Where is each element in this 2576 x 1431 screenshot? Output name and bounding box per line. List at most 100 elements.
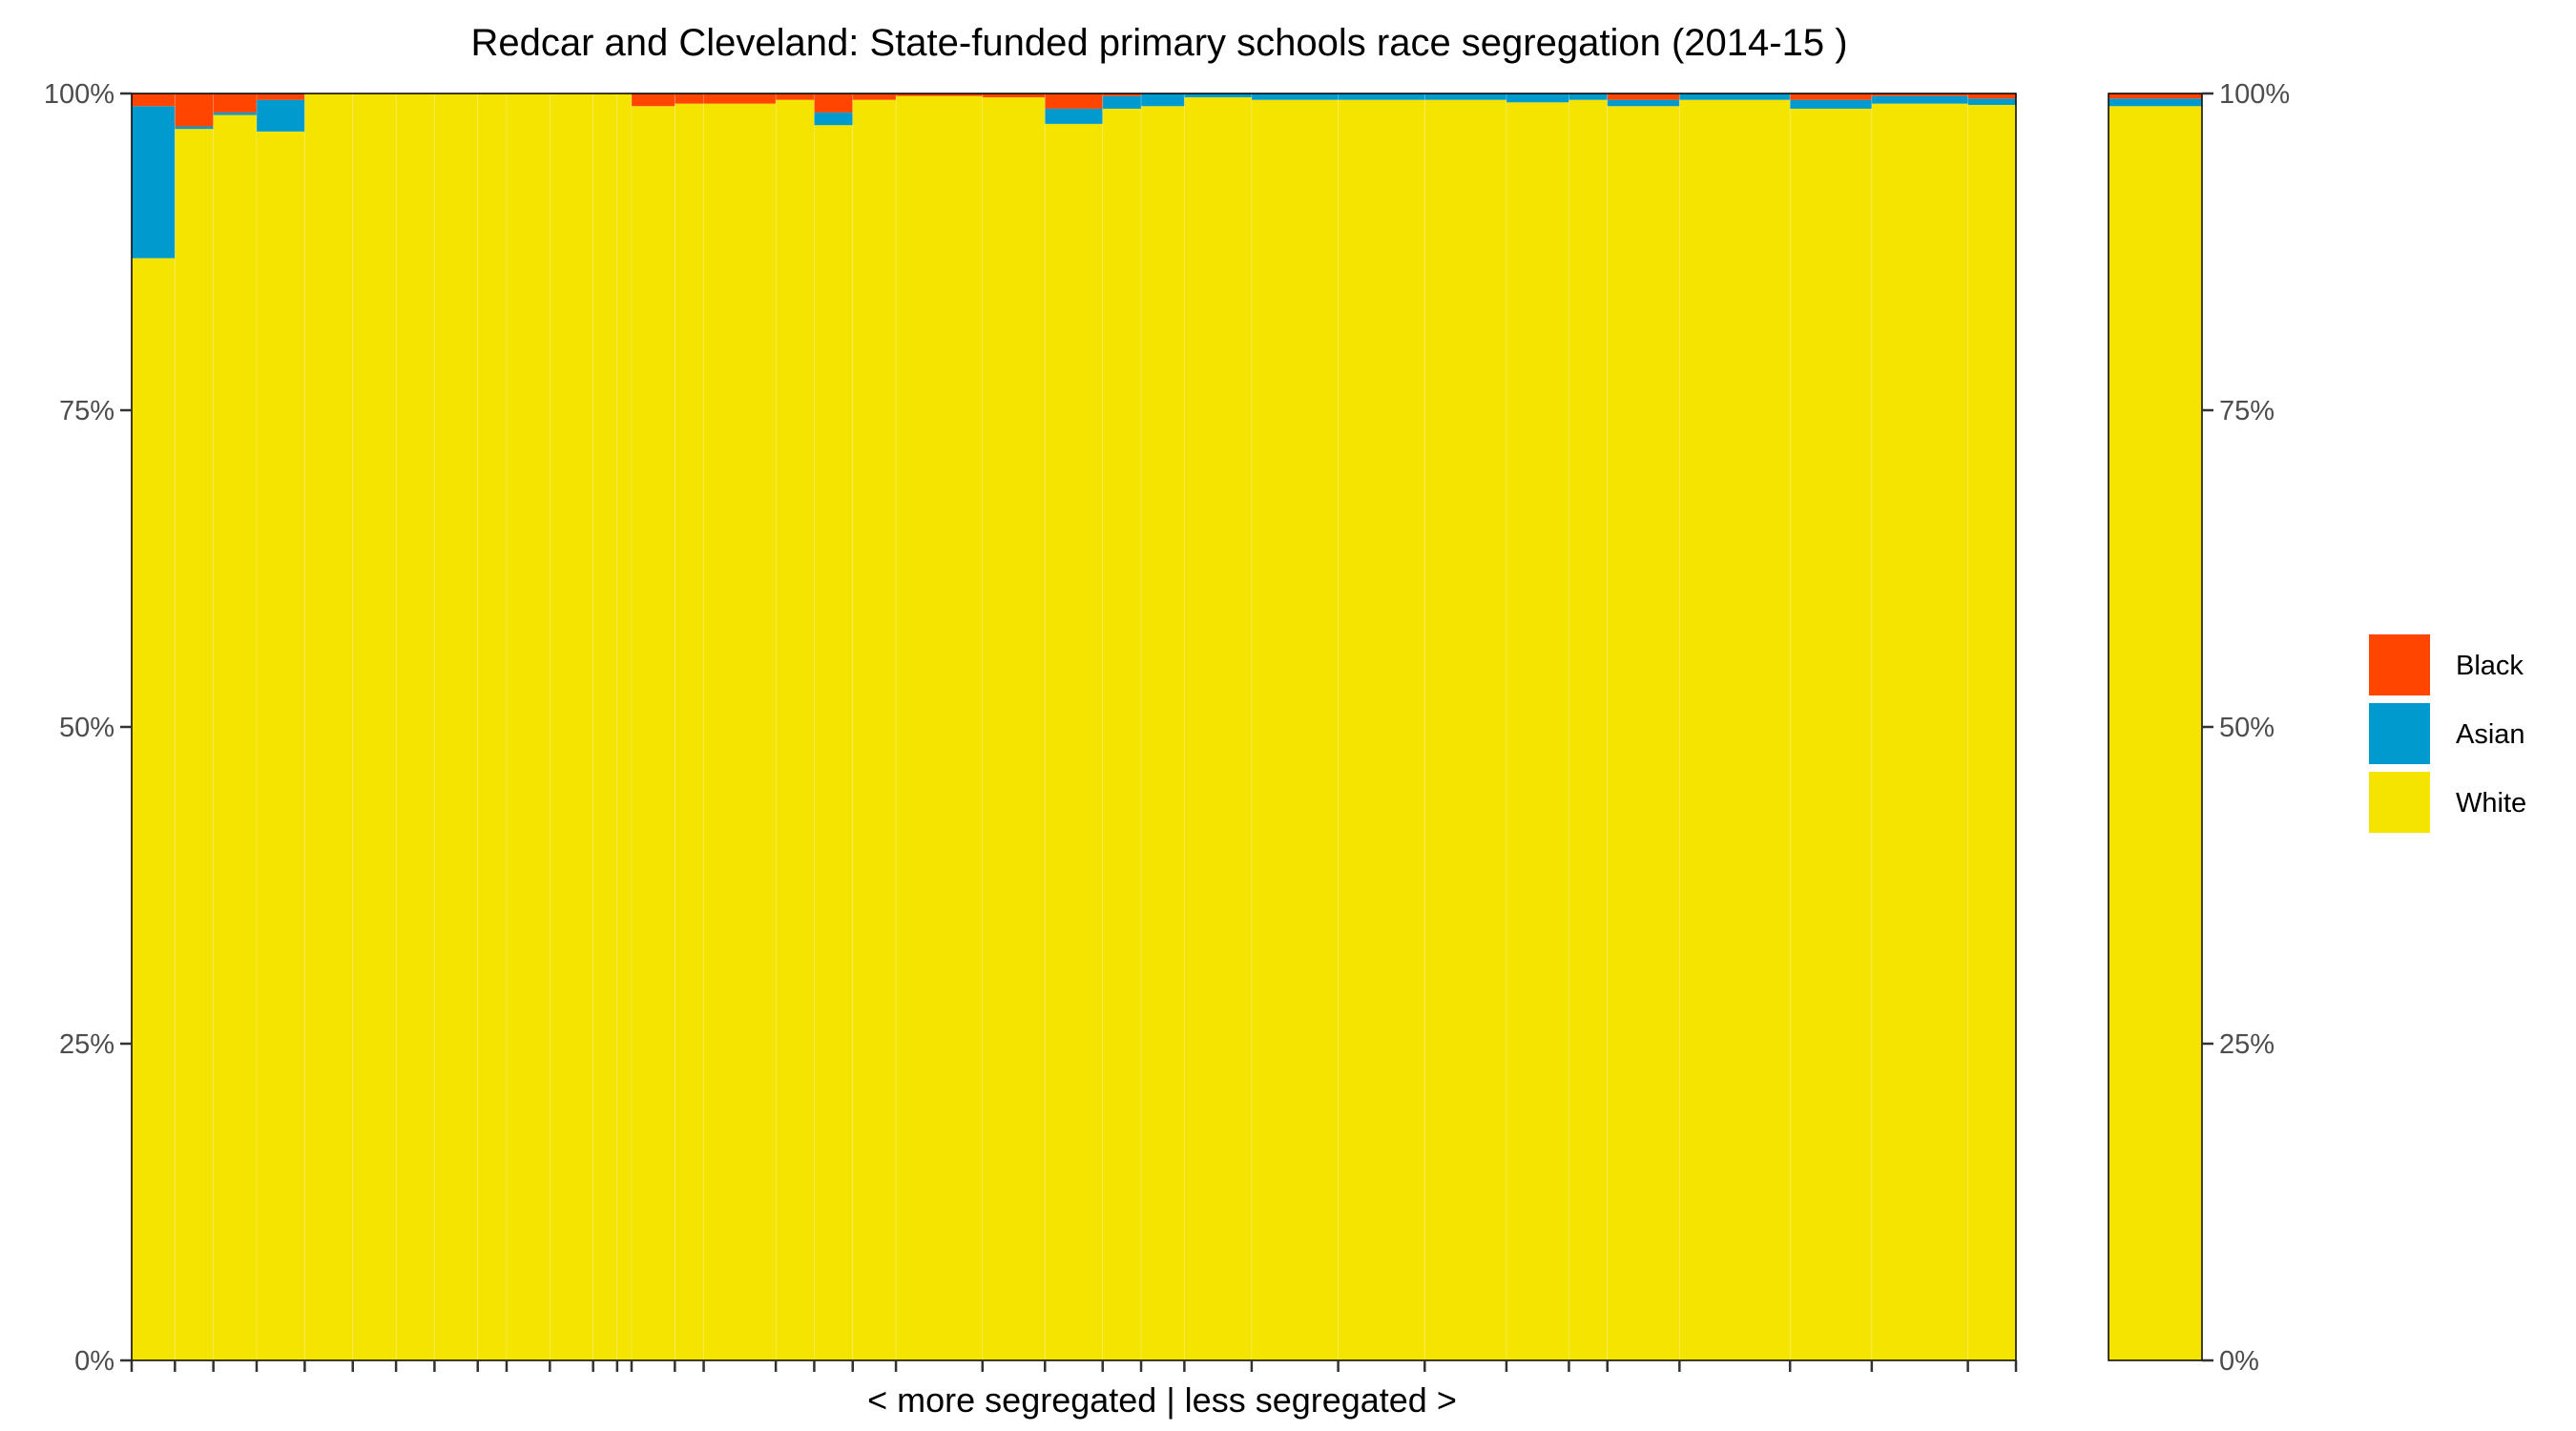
y-tick-label-left: 0% bbox=[74, 1346, 114, 1377]
school-bar-2-asian-segment bbox=[175, 126, 214, 130]
school-bar-19-black-segment bbox=[852, 93, 897, 100]
school-bar-15-white-segment bbox=[675, 103, 704, 1360]
y-tick-label-right: 75% bbox=[2219, 396, 2275, 426]
school-bar-2-black-segment bbox=[175, 93, 214, 127]
legend-swatch-white bbox=[2369, 772, 2430, 833]
school-bar-24-white-segment bbox=[1141, 106, 1185, 1360]
legend: Black Asian White bbox=[2369, 634, 2526, 833]
school-bar-19-white-segment bbox=[852, 99, 897, 1360]
x-axis-title: < more segregated | less segregated > bbox=[867, 1380, 1457, 1420]
school-bar-7-white-segment bbox=[396, 93, 435, 1360]
school-bar-23-white-segment bbox=[1102, 108, 1142, 1360]
school-bar-3-black-segment bbox=[213, 93, 257, 113]
school-bar-27-asian-segment bbox=[1338, 93, 1425, 100]
school-bar-13-white-segment bbox=[616, 93, 632, 1360]
school-bar-1-asian-segment bbox=[132, 106, 176, 259]
school-bar-33-black-segment bbox=[1790, 93, 1872, 100]
y-tick-label-left: 100% bbox=[44, 79, 114, 110]
legend-swatch-asian bbox=[2369, 703, 2430, 764]
school-bar-11-white-segment bbox=[550, 93, 593, 1360]
school-bar-1-white-segment bbox=[132, 258, 176, 1360]
school-bar-29-asian-segment bbox=[1506, 93, 1569, 103]
school-bar-12-white-segment bbox=[592, 93, 617, 1360]
school-bar-32-white-segment bbox=[1679, 99, 1791, 1360]
school-bar-3-white-segment bbox=[213, 114, 257, 1360]
school-bar-30-asian-segment bbox=[1568, 93, 1608, 100]
school-bar-4-black-segment bbox=[256, 93, 305, 100]
school-bar-21-black-segment bbox=[982, 93, 1046, 97]
school-bar-4-asian-segment bbox=[256, 99, 305, 132]
school-bar-22-asian-segment bbox=[1045, 108, 1103, 124]
y-axis-right: 0% 25% 50% 75% 100% bbox=[2202, 79, 2290, 1377]
school-bar-8-white-segment bbox=[434, 93, 478, 1360]
total-bar-asian-segment bbox=[2109, 98, 2202, 107]
school-bar-31-asian-segment bbox=[1607, 99, 1680, 107]
school-bar-15-black-segment bbox=[675, 93, 704, 104]
school-bar-23-asian-segment bbox=[1102, 95, 1142, 109]
legend-label-black: Black bbox=[2456, 651, 2524, 681]
school-bar-20-black-segment bbox=[896, 93, 983, 96]
school-bar-28-asian-segment bbox=[1424, 93, 1506, 100]
y-tick-label-right: 0% bbox=[2219, 1346, 2259, 1377]
school-bar-24-asian-segment bbox=[1141, 93, 1185, 107]
school-bar-32-asian-segment bbox=[1679, 93, 1791, 100]
school-bar-21-white-segment bbox=[982, 96, 1046, 1360]
school-bar-34-asian-segment bbox=[1871, 95, 1968, 104]
school-bar-34-black-segment bbox=[1871, 93, 1968, 96]
y-tick-label-left: 25% bbox=[59, 1029, 114, 1060]
legend-label-asian: Asian bbox=[2456, 719, 2525, 750]
y-tick-label-right: 25% bbox=[2219, 1029, 2275, 1060]
school-bar-1-black-segment bbox=[132, 93, 176, 107]
school-bar-14-white-segment bbox=[631, 106, 675, 1360]
school-bar-34-white-segment bbox=[1871, 103, 1968, 1360]
school-bar-35-black-segment bbox=[1967, 93, 2016, 99]
school-bar-18-asian-segment bbox=[814, 112, 853, 126]
school-bar-16-white-segment bbox=[703, 103, 777, 1360]
school-bar-16-black-segment bbox=[703, 93, 777, 104]
school-bar-25-asian-segment bbox=[1184, 93, 1252, 97]
school-bar-17-black-segment bbox=[776, 93, 815, 100]
school-bar-33-asian-segment bbox=[1790, 99, 1872, 109]
school-bar-27-white-segment bbox=[1338, 99, 1425, 1360]
school-bar-22-white-segment bbox=[1045, 123, 1103, 1361]
school-bar-26-asian-segment bbox=[1251, 93, 1339, 100]
school-bar-31-white-segment bbox=[1607, 106, 1680, 1360]
school-bars bbox=[132, 93, 2016, 1361]
school-bar-10-white-segment bbox=[506, 93, 551, 1360]
school-bar-33-white-segment bbox=[1790, 108, 1872, 1360]
school-bar-20-white-segment bbox=[896, 95, 983, 1360]
school-bar-5-white-segment bbox=[304, 93, 353, 1360]
school-bar-14-black-segment bbox=[631, 93, 675, 107]
school-bar-30-white-segment bbox=[1568, 99, 1608, 1360]
school-bar-35-asian-segment bbox=[1967, 98, 2016, 105]
school-bar-6-white-segment bbox=[352, 93, 397, 1360]
total-bar-black-segment bbox=[2109, 93, 2202, 99]
chart-title: Redcar and Cleveland: State-funded prima… bbox=[470, 22, 1847, 64]
school-bar-22-black-segment bbox=[1045, 93, 1103, 109]
school-bar-23-black-segment bbox=[1102, 93, 1142, 96]
y-tick-label-left: 75% bbox=[59, 396, 114, 426]
legend-swatch-black bbox=[2369, 634, 2430, 695]
total-bar-white-segment bbox=[2109, 106, 2202, 1360]
school-bar-2-white-segment bbox=[175, 129, 214, 1361]
total-bar bbox=[2109, 93, 2202, 1360]
legend-label-white: White bbox=[2456, 788, 2526, 819]
school-bar-9-white-segment bbox=[477, 93, 507, 1360]
y-axis-left: 0% 25% 50% 75% 100% bbox=[44, 79, 132, 1377]
school-bar-3-asian-segment bbox=[213, 112, 257, 115]
school-bar-4-white-segment bbox=[256, 131, 305, 1361]
school-bar-25-white-segment bbox=[1184, 96, 1252, 1360]
school-bar-28-white-segment bbox=[1424, 99, 1506, 1360]
school-bar-31-black-segment bbox=[1607, 93, 1680, 100]
school-bar-17-white-segment bbox=[776, 99, 815, 1360]
school-bar-29-white-segment bbox=[1506, 102, 1569, 1360]
school-bar-26-white-segment bbox=[1251, 99, 1339, 1360]
school-bar-18-white-segment bbox=[814, 125, 853, 1361]
school-bar-18-black-segment bbox=[814, 93, 853, 113]
y-tick-label-right: 50% bbox=[2219, 713, 2275, 743]
x-axis-ticks bbox=[130, 1360, 2018, 1372]
y-tick-label-right: 100% bbox=[2219, 79, 2290, 110]
school-bar-35-white-segment bbox=[1967, 104, 2016, 1360]
y-tick-label-left: 50% bbox=[59, 713, 114, 743]
